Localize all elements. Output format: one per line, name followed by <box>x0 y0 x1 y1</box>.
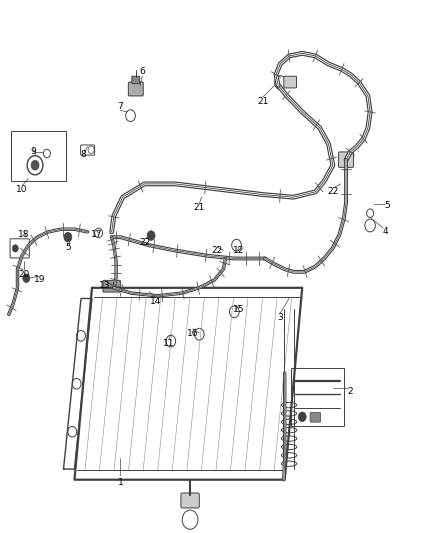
Text: 12: 12 <box>233 246 244 255</box>
FancyBboxPatch shape <box>339 152 353 167</box>
Circle shape <box>31 160 39 170</box>
Text: 22: 22 <box>139 238 150 247</box>
FancyBboxPatch shape <box>132 76 140 84</box>
Circle shape <box>12 245 18 252</box>
Text: 21: 21 <box>194 204 205 212</box>
FancyBboxPatch shape <box>103 280 120 292</box>
Text: 22: 22 <box>327 188 339 196</box>
Text: 13: 13 <box>99 281 111 289</box>
Text: 3: 3 <box>277 313 283 321</box>
Text: 11: 11 <box>163 340 174 348</box>
FancyBboxPatch shape <box>284 76 297 88</box>
Text: 2: 2 <box>348 387 353 396</box>
FancyBboxPatch shape <box>128 82 143 96</box>
Text: 9: 9 <box>30 148 36 156</box>
Text: 17: 17 <box>91 230 102 239</box>
Circle shape <box>147 231 155 240</box>
Text: 14: 14 <box>150 297 161 305</box>
Text: 5: 5 <box>65 244 71 252</box>
Text: 16: 16 <box>187 329 198 337</box>
Text: 4: 4 <box>383 228 388 236</box>
Text: 6: 6 <box>139 68 145 76</box>
Text: 5: 5 <box>385 201 391 209</box>
Text: 1: 1 <box>117 478 124 487</box>
Text: 15: 15 <box>233 305 244 313</box>
FancyBboxPatch shape <box>181 493 199 508</box>
Text: 7: 7 <box>117 102 124 111</box>
Text: 21: 21 <box>257 97 268 106</box>
Text: 10: 10 <box>16 185 28 193</box>
FancyBboxPatch shape <box>310 413 321 422</box>
Circle shape <box>298 412 306 422</box>
Text: 19: 19 <box>34 276 45 284</box>
Text: 8: 8 <box>80 150 86 159</box>
Text: 22: 22 <box>211 246 223 255</box>
Circle shape <box>23 274 30 282</box>
Bar <box>291 368 344 426</box>
Text: 20: 20 <box>18 270 30 279</box>
Text: 18: 18 <box>18 230 30 239</box>
Bar <box>11 131 66 181</box>
Circle shape <box>64 232 72 242</box>
